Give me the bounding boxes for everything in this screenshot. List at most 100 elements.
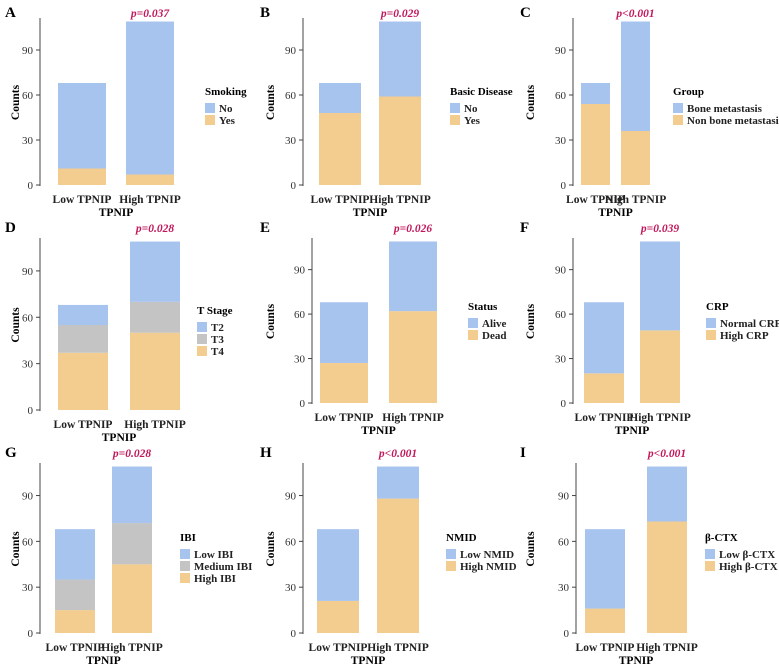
panel-letter: H <box>260 445 272 461</box>
y-tick-label: 60 <box>22 90 34 102</box>
legend-title: NMID <box>446 532 477 544</box>
bar-low-t2 <box>58 304 108 325</box>
p-value-label: p=0.026 <box>393 223 432 235</box>
bar-high-no <box>379 21 421 97</box>
legend-swatch <box>673 103 683 113</box>
legend-label: Bone metastasis <box>687 103 763 115</box>
y-tick-label: 90 <box>285 491 297 503</box>
legend-label: No <box>464 103 478 115</box>
legend-swatch <box>197 334 207 344</box>
legend-title: β-CTX <box>705 532 738 544</box>
y-tick-label: 90 <box>294 265 306 277</box>
y-tick-label: 60 <box>22 536 34 548</box>
y-tick-label: 60 <box>558 536 570 548</box>
panel-letter: A <box>5 5 16 21</box>
legend-label: Low β-CTX <box>719 549 775 561</box>
legend-label: High β-CTX <box>719 561 778 573</box>
y-axis-title: Counts <box>265 531 277 567</box>
y-tick-label: 0 <box>291 628 297 640</box>
y-tick-label: 0 <box>564 628 570 640</box>
bar-low-t4 <box>58 352 108 410</box>
x-axis-title: TPNIP <box>361 425 396 437</box>
legend-label: High NMID <box>460 561 517 573</box>
y-tick-label: 30 <box>294 354 306 366</box>
legend-label: Low IBI <box>194 549 233 561</box>
y-tick-label: 60 <box>22 312 34 324</box>
x-axis-title: TPNIP <box>99 207 134 219</box>
bar-high-bone-metastasis <box>621 21 650 131</box>
legend-label: Yes <box>464 115 481 127</box>
bar-high-high-ctx <box>647 521 687 633</box>
x-tick-label: Low TPNIP <box>46 642 105 654</box>
y-tick-label: 0 <box>28 405 34 417</box>
legend-title: T Stage <box>197 305 233 317</box>
y-tick-label: 60 <box>555 90 567 102</box>
x-tick-label: High TPNIP <box>636 642 697 654</box>
bar-high-high-crp <box>640 330 680 403</box>
x-tick-label: Low TPNIP <box>54 419 113 431</box>
panel-letter: F <box>520 220 529 236</box>
y-axis-title: Counts <box>10 84 22 120</box>
x-tick-label: High TPNIP <box>124 419 185 431</box>
x-tick-label: Low TPNIP <box>309 642 368 654</box>
legend-title: Status <box>468 301 498 313</box>
bar-high-t3 <box>130 301 180 333</box>
legend-label: T3 <box>211 334 224 346</box>
y-axis-title: Counts <box>265 303 277 339</box>
bar-low-t3 <box>58 325 108 353</box>
y-tick-label: 0 <box>28 628 34 640</box>
x-tick-label: High TPNIP <box>382 412 443 424</box>
y-tick-label: 0 <box>561 398 567 410</box>
y-tick-label: 0 <box>291 180 297 192</box>
x-tick-label: High TPNIP <box>101 642 162 654</box>
x-axis-title: TPNIP <box>353 207 388 219</box>
y-tick-label: 30 <box>22 582 34 594</box>
bar-low-non-bone-metastasis <box>581 104 610 185</box>
y-tick-label: 60 <box>285 90 297 102</box>
y-tick-label: 90 <box>555 45 567 57</box>
bar-high-dead <box>389 311 437 403</box>
panel-letter: D <box>5 220 16 236</box>
y-tick-label: 30 <box>555 135 567 147</box>
x-tick-label: Low TPNIP <box>576 642 635 654</box>
x-axis-title: TPNIP <box>615 425 650 437</box>
legend-title: IBI <box>180 532 196 544</box>
bar-high-no <box>126 21 174 175</box>
panel-letter: B <box>260 5 270 21</box>
y-tick-label: 30 <box>558 582 570 594</box>
legend-swatch <box>450 103 460 113</box>
x-tick-label: Low TPNIP <box>53 194 112 206</box>
x-tick-label: Low TPNIP <box>311 194 370 206</box>
bar-high-alive <box>389 241 437 312</box>
bar-low-dead <box>320 362 368 403</box>
x-tick-label: Low TPNIP <box>566 194 625 206</box>
y-tick-label: 30 <box>555 354 567 366</box>
bar-high-yes <box>379 96 421 185</box>
legend-swatch <box>197 322 207 332</box>
legend-label: High IBI <box>194 573 236 585</box>
y-axis-title: Counts <box>10 307 22 343</box>
y-tick-label: 60 <box>294 309 306 321</box>
panel-letter: C <box>520 5 531 21</box>
bar-high-yes <box>126 174 174 185</box>
legend-label: Medium IBI <box>194 561 252 573</box>
bar-high-normal-crp <box>640 241 680 331</box>
x-tick-label: Low TPNIP <box>575 412 634 424</box>
x-axis-title: TPNIP <box>86 655 121 667</box>
bar-low-low-ibi <box>55 529 95 580</box>
legend-swatch <box>705 561 715 571</box>
legend-swatch <box>468 318 478 328</box>
bar-high-high-ibi <box>112 564 152 633</box>
legend-title: Smoking <box>205 86 247 98</box>
legend-label: Yes <box>219 115 236 127</box>
bar-low-high-ibi <box>55 610 95 633</box>
legend-label: Dead <box>482 330 506 342</box>
y-tick-label: 90 <box>555 265 567 277</box>
